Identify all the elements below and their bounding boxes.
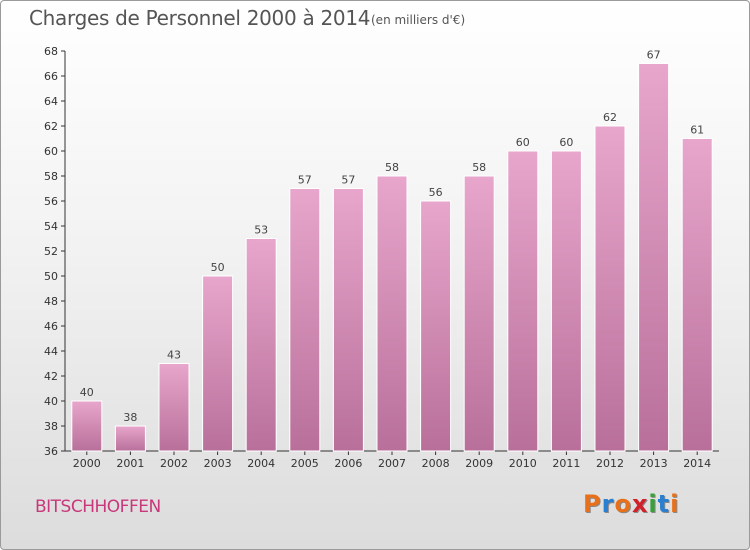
value-label-2000: 40	[80, 386, 94, 399]
chart-value-labels: 40 38 43 50 53 57 57 58 56 58 60 60 62 67 61	[80, 49, 704, 425]
y-tick-label: 58	[44, 170, 58, 183]
y-tick-label: 56	[44, 195, 58, 208]
y-tick-label: 36	[44, 445, 58, 458]
x-tick-label-2012: 2012	[596, 457, 624, 470]
logo-letter: x	[631, 490, 649, 518]
logo-letter: o	[614, 490, 632, 518]
y-tick-label: 62	[44, 120, 58, 133]
chart-title: Charges de Personnel 2000 à 2014	[29, 6, 371, 30]
logo-letter: r	[601, 490, 615, 518]
value-label-2014: 61	[690, 124, 704, 137]
chart-axes: 36 38 40 42 44 46 48 50 52 54 56 58 60 62 64 66 68 2000 20…	[44, 45, 719, 470]
y-tick-label: 42	[44, 370, 58, 383]
chart-subtitle: (en milliers d'€)	[371, 13, 466, 27]
bar-2000	[71, 400, 103, 452]
logo-letter: P	[583, 490, 602, 518]
y-tick-label: 44	[44, 345, 58, 358]
commune-name: BITSCHHOFFEN	[35, 497, 161, 517]
logo-letter: t	[657, 490, 671, 518]
value-label-2009: 58	[472, 161, 486, 174]
bar-2007	[376, 175, 408, 452]
x-tick-label-2000: 2000	[73, 457, 101, 470]
logo-letter: i	[670, 490, 680, 518]
y-tick-label: 38	[44, 420, 58, 433]
bar-2004	[245, 238, 277, 452]
value-label-2002: 43	[167, 349, 181, 362]
y-tick-label: 50	[44, 270, 58, 283]
x-tick-label-2008: 2008	[422, 457, 450, 470]
y-tick-label: 48	[44, 295, 58, 308]
x-tick-label-2014: 2014	[683, 457, 711, 470]
x-tick-label-2004: 2004	[247, 457, 275, 470]
value-label-2010: 60	[516, 136, 530, 149]
value-label-2008: 56	[429, 186, 443, 199]
x-tick-label-2006: 2006	[334, 457, 362, 470]
x-tick-label-2003: 2003	[204, 457, 232, 470]
value-label-2013: 67	[647, 49, 661, 62]
y-tick-label: 68	[44, 45, 58, 58]
x-tick-label-2009: 2009	[465, 457, 493, 470]
x-tick-label-2007: 2007	[378, 457, 406, 470]
bar-2002	[158, 363, 190, 452]
y-tick-label: 64	[44, 95, 58, 108]
x-tick-label-2010: 2010	[509, 457, 537, 470]
value-label-2011: 60	[559, 136, 573, 149]
bar-2009	[463, 175, 495, 452]
logo-letter: i	[648, 490, 658, 518]
value-label-2003: 50	[211, 261, 225, 274]
bar-2006	[332, 188, 364, 452]
y-tick-label: 52	[44, 245, 58, 258]
value-label-2012: 62	[603, 111, 617, 124]
bar-2012	[594, 125, 626, 452]
bar-2010	[507, 150, 539, 452]
proxiti-logo: Proxiti	[583, 490, 679, 518]
bar-2005	[289, 188, 321, 452]
value-label-2001: 38	[123, 411, 137, 424]
bar-2013	[638, 63, 670, 452]
y-tick-label: 46	[44, 320, 58, 333]
value-label-2004: 53	[254, 224, 268, 237]
value-label-2007: 58	[385, 161, 399, 174]
bar-2011	[550, 150, 582, 452]
x-tick-label-2005: 2005	[291, 457, 319, 470]
y-tick-label: 60	[44, 145, 58, 158]
x-tick-label-2002: 2002	[160, 457, 188, 470]
bar-2001	[114, 425, 146, 452]
x-tick-label-2001: 2001	[116, 457, 144, 470]
value-label-2005: 57	[298, 174, 312, 187]
y-tick-label: 54	[44, 220, 58, 233]
x-tick-label-2013: 2013	[640, 457, 668, 470]
bar-2003	[202, 275, 234, 452]
y-tick-label: 66	[44, 70, 58, 83]
bar-2008	[420, 200, 452, 452]
value-label-2006: 57	[341, 174, 355, 187]
x-tick-label-2011: 2011	[552, 457, 580, 470]
y-tick-label: 40	[44, 395, 58, 408]
bar-2014	[681, 138, 713, 452]
chart-bars	[71, 63, 713, 452]
